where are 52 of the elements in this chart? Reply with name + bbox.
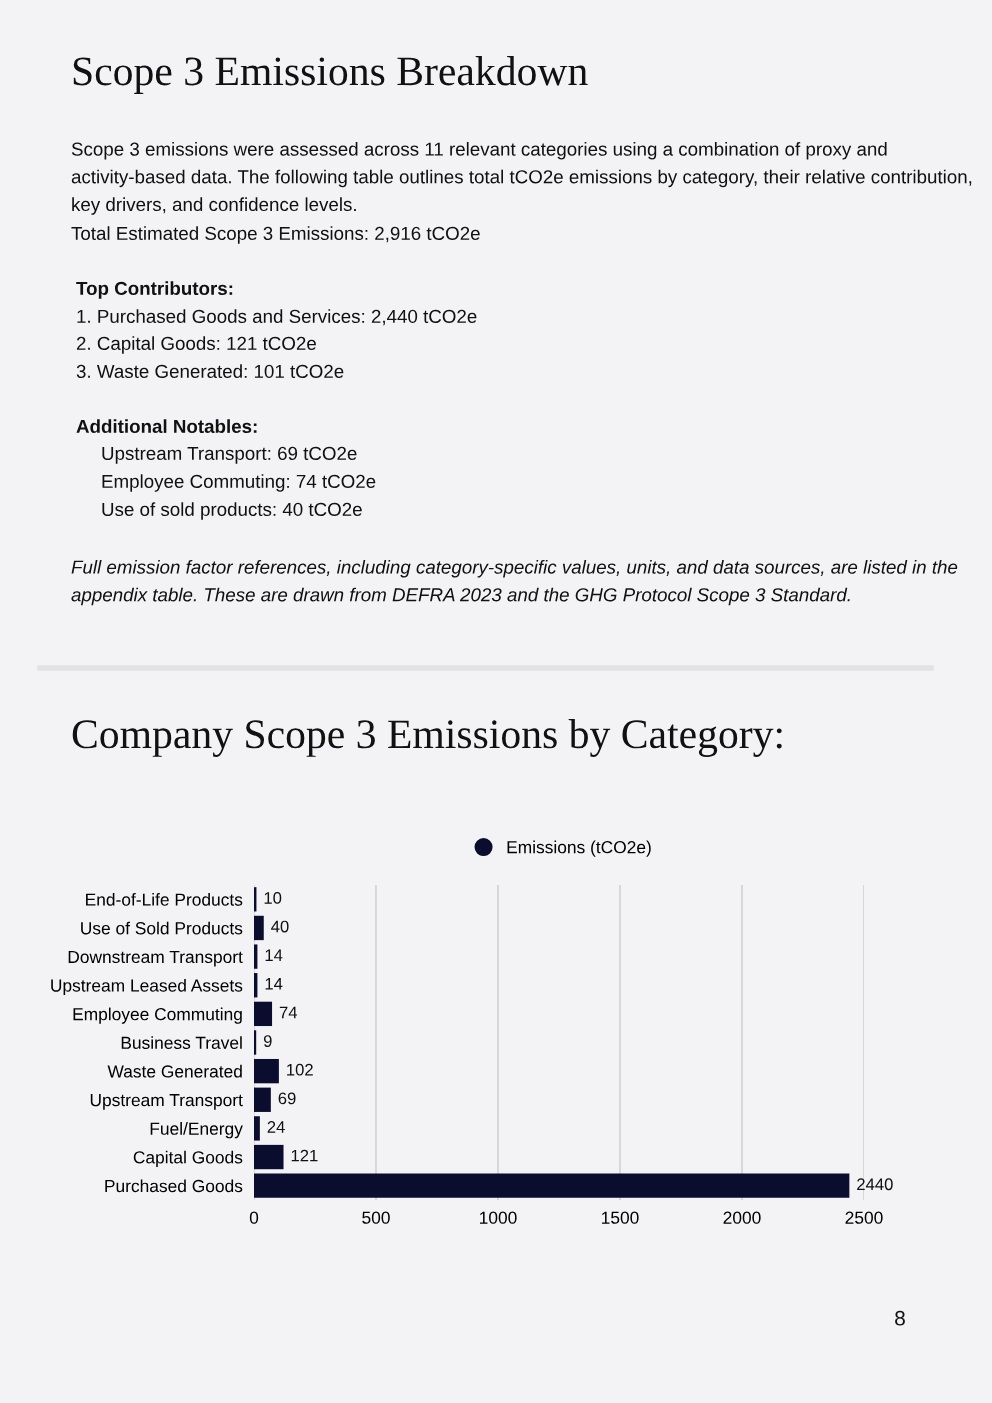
x-tick-label: 2000 xyxy=(723,1211,761,1224)
y-tick-label: Capital Goods xyxy=(133,1150,243,1167)
data-label: 121 xyxy=(291,1149,318,1162)
data-label: 24 xyxy=(267,1121,285,1133)
data-label: 102 xyxy=(287,1063,313,1076)
x-tick-label: 1500 xyxy=(602,1211,639,1224)
bar xyxy=(254,1058,279,1084)
y-tick-label: Downstream Transport xyxy=(68,950,243,967)
text: Upstream Transport: 69 tCO2e xyxy=(102,446,357,464)
text: 8 xyxy=(895,1310,905,1326)
y-tick-label: Upstream Leased Assets xyxy=(51,978,243,996)
data-label: 14 xyxy=(265,978,283,990)
y-tick-label: End-of-Life Products xyxy=(86,893,243,906)
text: 2. Capital Goods: 121 tCO2e xyxy=(76,336,316,354)
data-label: 14 xyxy=(265,949,283,961)
data-label: 10 xyxy=(264,891,282,904)
y-tick-label: Purchased Goods xyxy=(105,1179,243,1193)
y-tick-label: Waste Generated xyxy=(107,1064,242,1078)
bar xyxy=(254,944,258,969)
y-tick-label: Use of Sold Products xyxy=(81,921,243,935)
text: 3. Waste Generated: 101 tCO2e xyxy=(76,364,344,379)
bar xyxy=(254,1001,273,1027)
text: Employee Commuting: 74 tCO2e xyxy=(102,474,376,492)
text: 1. Purchased Goods and Services: 2,440 tCO2e xyxy=(77,309,477,326)
data-label: 74 xyxy=(279,1006,298,1019)
bar xyxy=(254,1144,284,1170)
text: Full emission factor references, including category-specific values, units, and data sources, are listed in the appendix table. These are drawn from DEFRA 2023 and the GHG Protocol Scope 3 Standard. xyxy=(71,560,958,606)
y-tick-label: Business Travel xyxy=(121,1036,242,1049)
chart-title: Company Scope 3 Emissions by Category: xyxy=(72,719,782,757)
text: Total Estimated Scope 3 Emissions: 2,916 tCO2e xyxy=(71,226,480,244)
bar xyxy=(254,1030,257,1055)
bar xyxy=(254,1087,271,1112)
bar xyxy=(254,915,264,941)
x-tick-label: 0 xyxy=(249,1211,259,1224)
y-tick-label: Fuel/Energy xyxy=(150,1122,243,1139)
data-label: 9 xyxy=(263,1035,272,1047)
x-tick-label: 500 xyxy=(362,1211,390,1224)
data-label: 69 xyxy=(278,1092,296,1105)
x-tick-label: 1000 xyxy=(480,1211,517,1224)
text: Scope 3 emissions were assessed across 11 relevant categories using a combination of proxy and activity-based data. The following table outlines total tCO2e emissions by category, their relative contribution, key drivers, and confidence levels. xyxy=(71,142,972,215)
data-label: 40 xyxy=(271,920,289,933)
text: Additional Notables: xyxy=(76,419,257,434)
legend-label: Emissions (tCO2e) xyxy=(507,840,651,857)
text: Top Contributors: xyxy=(76,281,233,299)
text: Use of sold products: 40 tCO2e xyxy=(102,502,362,520)
bar xyxy=(254,1116,260,1141)
text: Scope 3 Emissions Breakdown xyxy=(73,56,588,94)
y-tick-label: Upstream Transport xyxy=(90,1094,243,1110)
bar xyxy=(254,1173,850,1198)
data-label: 2440 xyxy=(857,1178,893,1191)
y-tick-label: Employee Commuting xyxy=(73,1007,242,1024)
x-tick-label: 2500 xyxy=(845,1211,883,1224)
